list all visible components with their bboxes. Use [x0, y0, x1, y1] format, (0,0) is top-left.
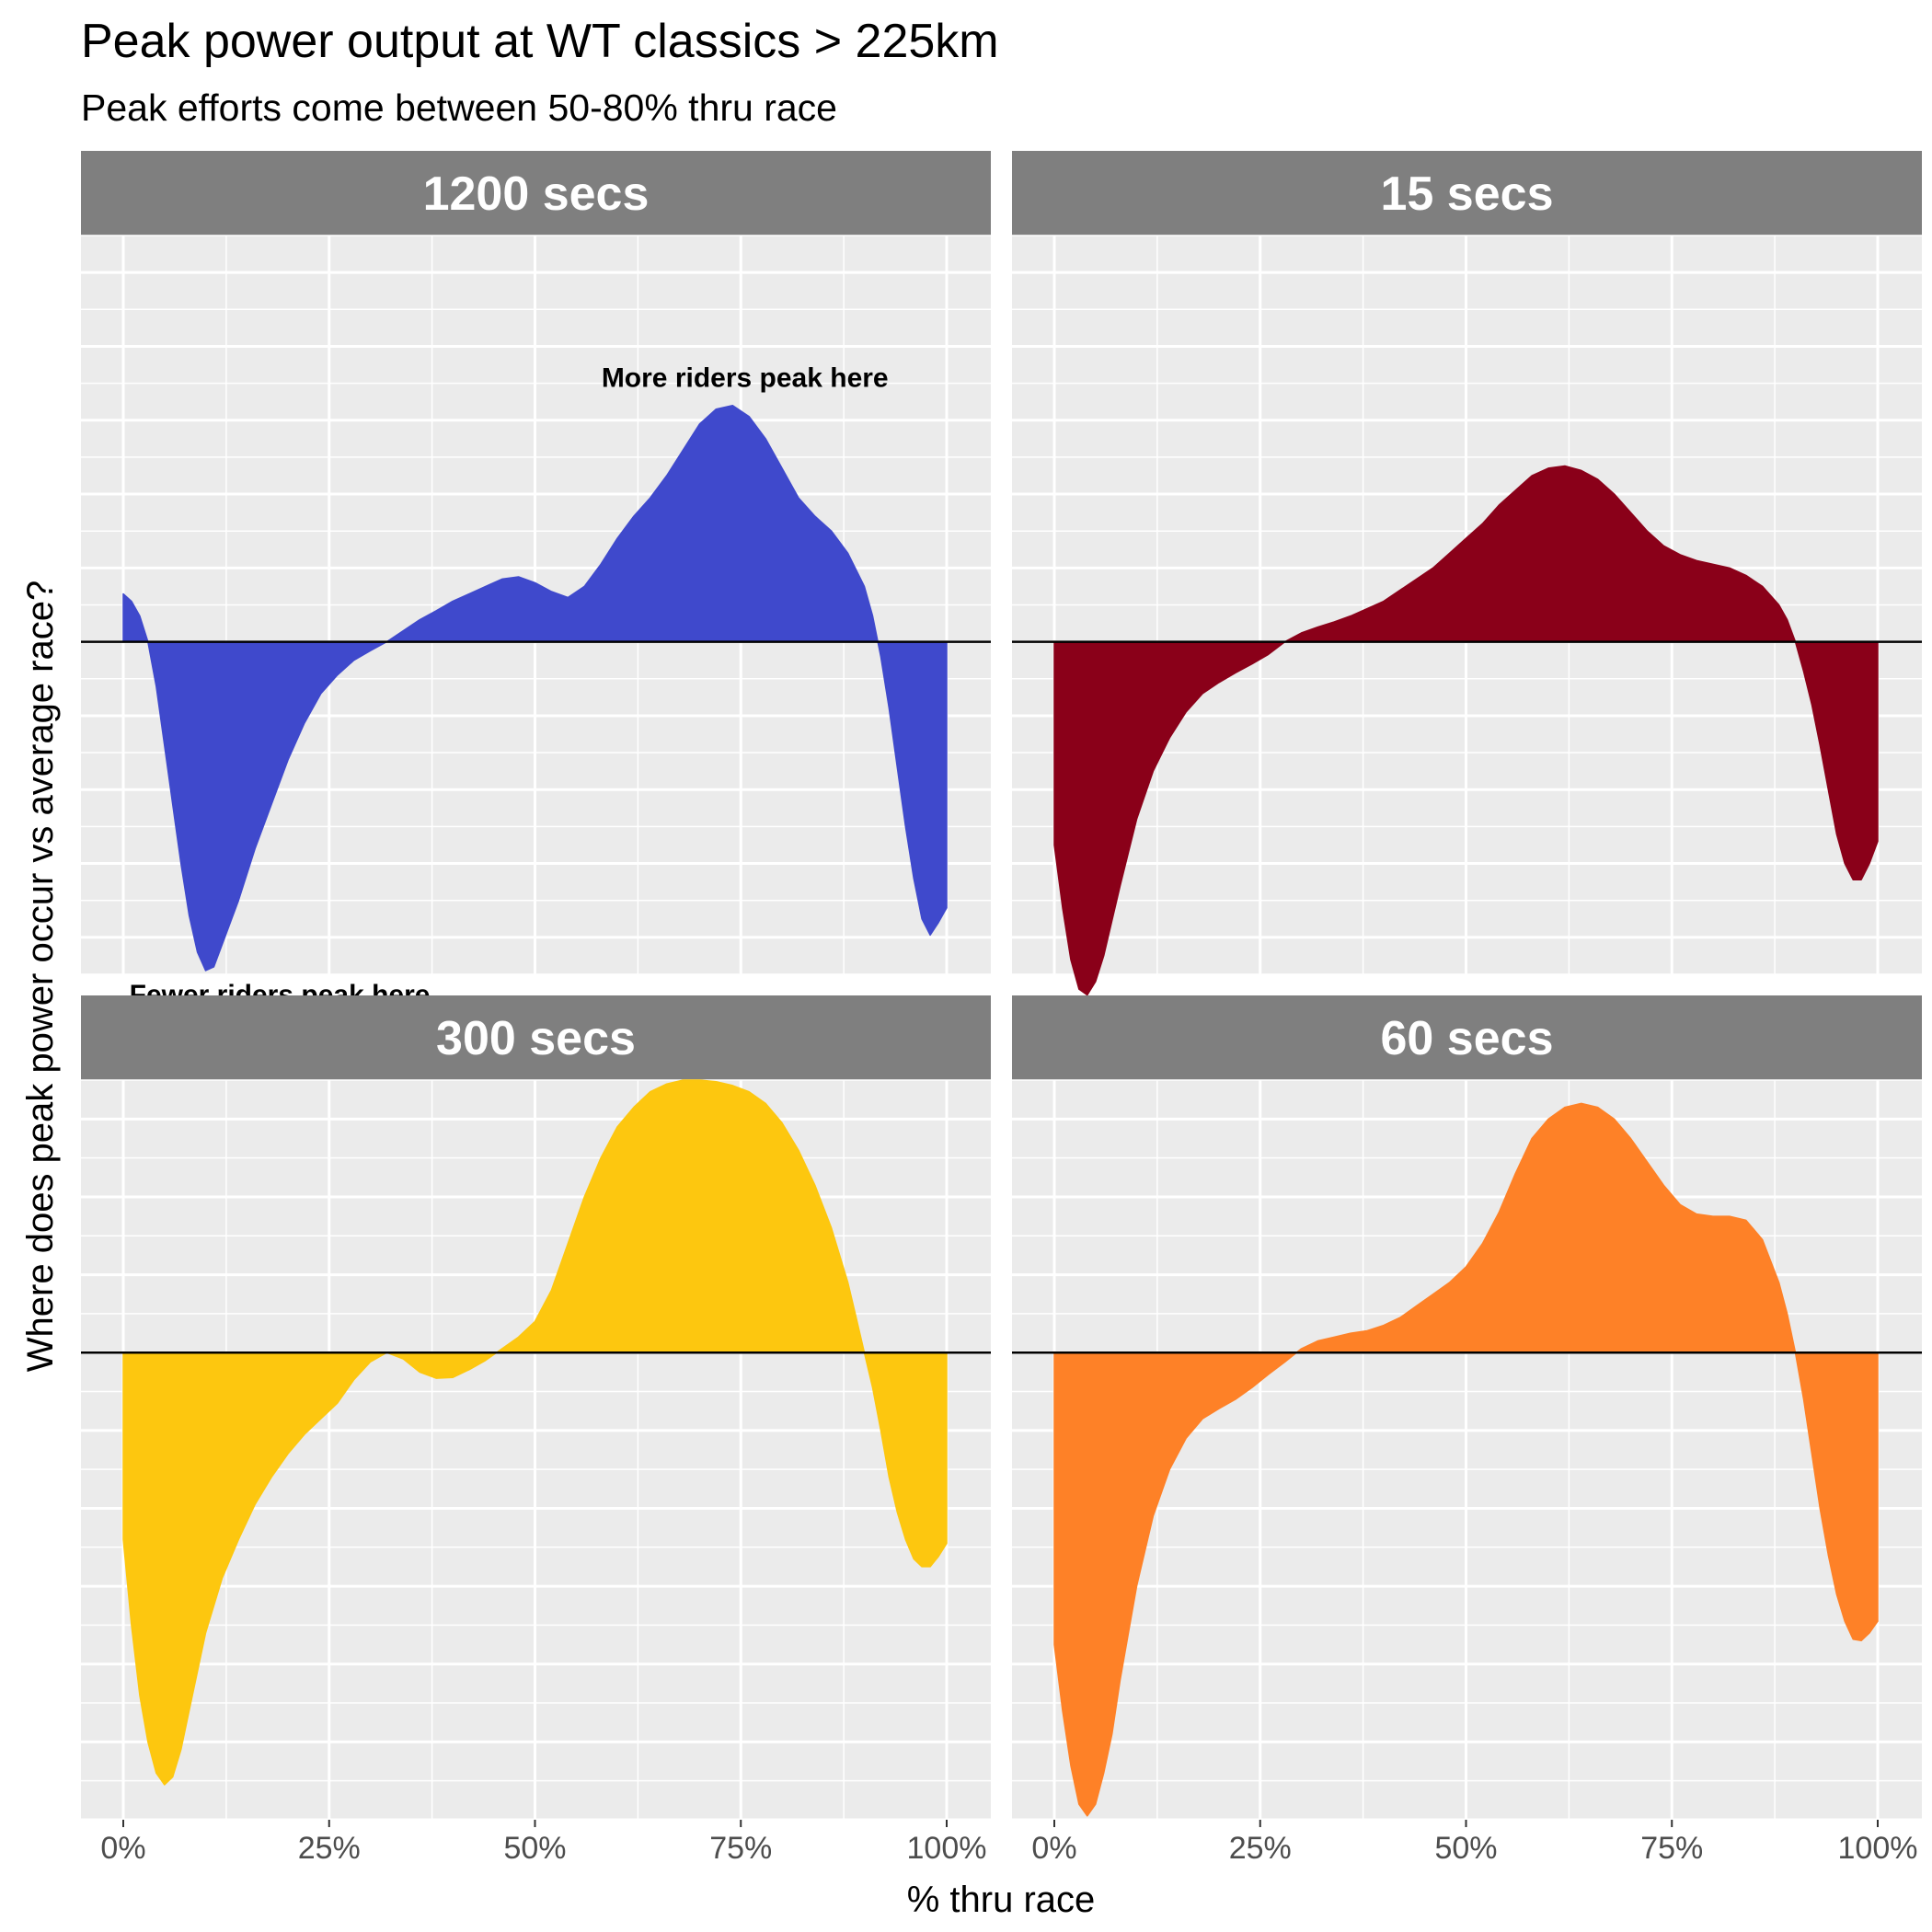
facet-strip-label: 15 secs	[1381, 167, 1554, 221]
area-series-15-secs	[1053, 465, 1879, 996]
chart-subtitle: Peak efforts come between 50-80% thru ra…	[81, 86, 837, 129]
facet-strip-label: 60 secs	[1381, 1012, 1554, 1065]
facet-strip-label: 300 secs	[436, 1012, 636, 1065]
x-tick-label: 75%	[709, 1831, 772, 1866]
facet-panel: 15 secs	[1012, 151, 1922, 996]
annotation-label: More riders peak here	[602, 363, 889, 394]
facet-strip	[1012, 995, 1922, 1080]
facet-strip	[81, 995, 991, 1080]
x-tick-label: 0%	[100, 1831, 145, 1866]
facet-strip	[81, 151, 991, 236]
x-tick-label: 25%	[298, 1831, 361, 1866]
x-tick-label: 50%	[1434, 1831, 1497, 1866]
facet-panel: 300 secs 0% 25% 50% 75% 100%	[81, 995, 991, 1866]
x-axis-title: % thru race	[907, 1880, 1096, 1920]
facet-strip-label: 1200 secs	[423, 167, 650, 221]
area-series-300-secs	[122, 1079, 948, 1786]
facet-strip	[1012, 151, 1922, 236]
y-axis-title: Where does peak power occur vs average r…	[20, 581, 61, 1372]
x-tick-label: 50%	[503, 1831, 566, 1866]
x-tick-label: 75%	[1640, 1831, 1703, 1866]
x-tick-label: 100%	[907, 1831, 987, 1866]
chart-title: Peak power output at WT classics > 225km	[81, 15, 999, 68]
x-tick-label: 25%	[1229, 1831, 1292, 1866]
x-tick-label: 100%	[1838, 1831, 1918, 1866]
x-tick-label: 0%	[1031, 1831, 1076, 1866]
area-series-60-secs	[1053, 1102, 1879, 1817]
facet-panel: 60 secs 0% 25% 50% 75% 100%	[1012, 995, 1922, 1866]
area-series-1200-secs	[122, 404, 948, 972]
